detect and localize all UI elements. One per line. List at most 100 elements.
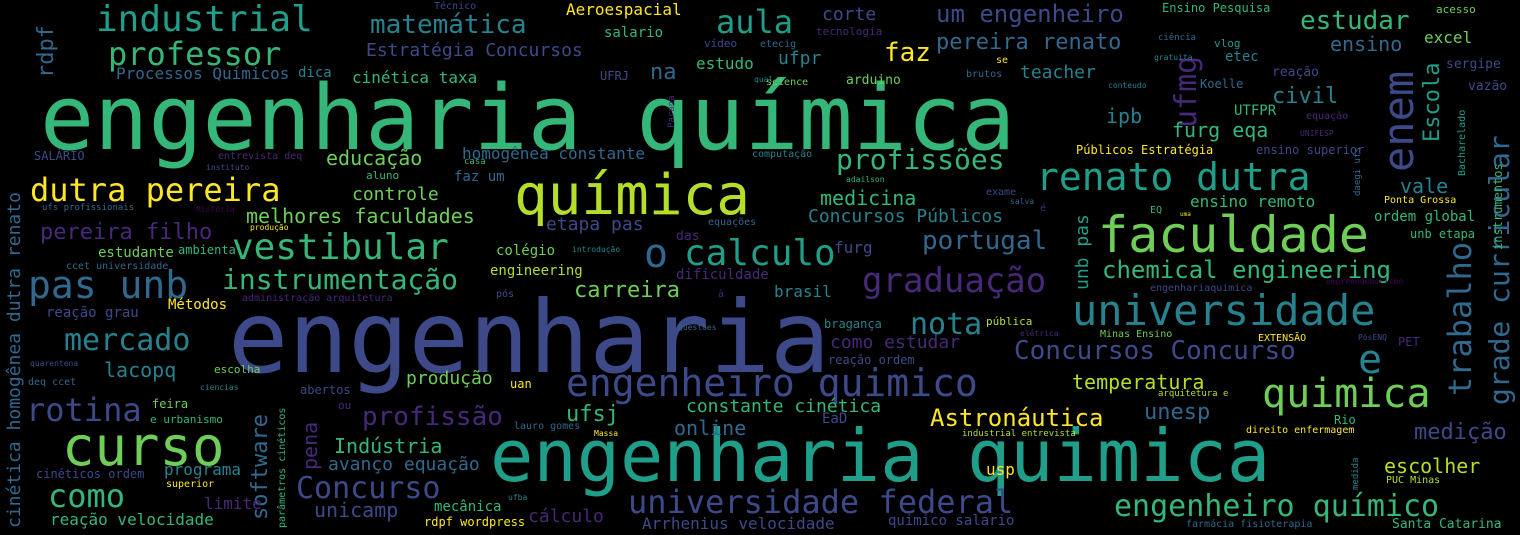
cloud-word: daegi ufs (1353, 147, 1363, 196)
cloud-word: escolha (214, 363, 261, 376)
cloud-word: lacopq (104, 358, 177, 382)
cloud-word: brutos (966, 69, 1003, 80)
cloud-word: produção (250, 223, 289, 232)
cloud-word: direito enfermagem (1246, 425, 1355, 436)
cloud-word: à (718, 289, 725, 300)
cloud-word: empreendedorismo (1326, 277, 1404, 286)
cloud-word: ordem global (1374, 209, 1476, 225)
cloud-word: equações (708, 217, 757, 228)
cloud-word: Concursos Públicos (808, 206, 1004, 227)
cloud-word: História (196, 205, 235, 214)
cloud-word: ufpr (778, 48, 822, 69)
cloud-word: química (514, 163, 751, 228)
cloud-word: quarentena (30, 359, 79, 368)
cloud-word: faz (884, 38, 931, 68)
cloud-word: cinética homogênea dutra renato (4, 192, 25, 528)
cloud-word: lauro gomes (514, 421, 581, 432)
cloud-word: engineering (490, 263, 583, 279)
cloud-word: das (676, 229, 700, 244)
cloud-word: salva (1010, 197, 1035, 206)
cloud-word: enem (1374, 70, 1423, 172)
cloud-word: unb etapa (1410, 227, 1476, 241)
cloud-word: ambiental (178, 243, 244, 257)
cloud-word: mercado (64, 323, 191, 358)
cloud-word: nota (910, 307, 983, 342)
cloud-word: ccet universidade (66, 261, 169, 272)
cloud-word: cinética taxa (352, 68, 478, 87)
cloud-word: introdução (572, 245, 621, 254)
cloud-word: furg (834, 238, 873, 257)
cloud-word: avanço equação (328, 454, 480, 475)
cloud-word: Processos Químicos (116, 64, 290, 83)
cloud-word: vlog (1214, 37, 1241, 50)
cloud-word: science (766, 77, 809, 88)
cloud-word: reação velocidade (50, 510, 214, 529)
cloud-word: PET (1398, 335, 1420, 349)
cloud-word: Métodos (168, 297, 228, 313)
cloud-word: tecnologia (816, 25, 883, 38)
cloud-word: PósENQ (1358, 333, 1387, 342)
cloud-word: usp (986, 460, 1015, 479)
cloud-word: ensino (1330, 32, 1403, 56)
cloud-word: pública (986, 315, 1033, 328)
cloud-word: conteudo (1108, 81, 1147, 90)
cloud-word: aluno (366, 169, 400, 182)
cloud-word: Rio (1334, 413, 1356, 427)
cloud-word: melhores faculdades (246, 204, 475, 228)
cloud-word: como (48, 477, 126, 515)
cloud-word: programa (164, 460, 242, 479)
cloud-word: quimica (1262, 371, 1431, 417)
cloud-word: produção (406, 368, 493, 389)
cloud-word: gratuita (1154, 53, 1193, 62)
cloud-word: vídeo (704, 37, 738, 50)
cloud-word: elétrica (1020, 329, 1059, 338)
cloud-word: bragança (824, 317, 882, 331)
cloud-word: reação ordem (828, 353, 915, 367)
cloud-word: temperatura (1072, 370, 1205, 394)
cloud-word: superior (166, 479, 215, 490)
cloud-word: Públicos Estratégia (1076, 143, 1214, 157)
cloud-word: PUC Minas (1386, 475, 1441, 486)
cloud-word: instituto (206, 163, 250, 172)
cloud-word: sergipe (1446, 57, 1501, 72)
cloud-word: arduino (846, 73, 901, 88)
cloud-word: feira (152, 397, 189, 411)
cloud-word: qual (754, 75, 774, 84)
cloud-word: rdpf wordpress (424, 515, 526, 529)
cloud-word: colégio (496, 243, 556, 259)
cloud-word: adailson (846, 175, 885, 184)
cloud-word: carreira (574, 278, 680, 303)
cloud-word: Koelle (1200, 77, 1244, 91)
cloud-word: EXTENSÃO (1258, 333, 1307, 344)
cloud-word: ensino superior (1256, 143, 1365, 157)
cloud-word: dica (298, 65, 332, 81)
cloud-word: pereira filho (40, 220, 213, 245)
cloud-word: pena (298, 421, 322, 470)
cloud-word: industrial (96, 0, 313, 40)
cloud-word: Questões (678, 323, 717, 332)
cloud-word: uma (1180, 211, 1191, 218)
cloud-word: cinéticos ordem (36, 467, 145, 481)
cloud-word: brasil (774, 282, 832, 301)
cloud-word: limite (204, 494, 262, 513)
cloud-word: ciência (1158, 33, 1196, 43)
cloud-word: quimico salario (888, 513, 1015, 529)
cloud-word: unicamp (314, 498, 399, 522)
cloud-word: reação (1272, 65, 1319, 80)
cloud-word: engenheiro quimico (566, 361, 978, 405)
cloud-word: Aeroespacial (566, 0, 682, 19)
cloud-word: casa (464, 157, 486, 167)
cloud-word: vazão (1468, 79, 1508, 94)
cloud-word: UTFPR (1234, 103, 1277, 119)
cloud-word: escolher (1384, 454, 1481, 478)
cloud-word: curso (62, 415, 225, 478)
cloud-word: profissão (362, 402, 503, 432)
cloud-word: dificuldade (676, 267, 769, 283)
cloud-word: universidade (1072, 286, 1376, 335)
cloud-word: estudar (1300, 6, 1410, 36)
cloud-word: controle (352, 184, 439, 205)
cloud-word: Paraná (667, 95, 677, 128)
cloud-word: engenharia química (40, 66, 1016, 171)
cloud-word: trabalho (1441, 241, 1479, 396)
cloud-word: unesp (1144, 400, 1211, 425)
